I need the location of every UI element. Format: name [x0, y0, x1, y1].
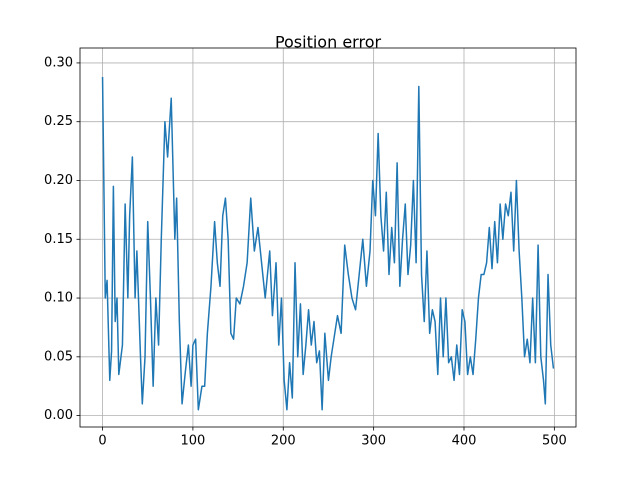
y-tick-label: 0.05 [44, 349, 73, 364]
x-tick-label: 200 [271, 434, 296, 449]
y-tick-label: 0.20 [44, 173, 73, 188]
x-tick-label: 0 [98, 434, 106, 449]
y-tick-label: 0.30 [44, 55, 73, 70]
y-tick-label: 0.25 [44, 114, 73, 129]
data-line [101, 77, 555, 411]
x-tick-label: 100 [180, 434, 205, 449]
y-tick-label: 0.15 [44, 232, 73, 247]
y-tick-label: 0.00 [44, 408, 73, 423]
x-tick-label: 500 [542, 434, 567, 449]
y-tick-label: 0.10 [44, 291, 73, 306]
plot-frame [79, 47, 577, 428]
chart-title: Position error [275, 33, 382, 52]
x-tick-label: 400 [452, 434, 477, 449]
x-tick-label: 300 [361, 434, 386, 449]
